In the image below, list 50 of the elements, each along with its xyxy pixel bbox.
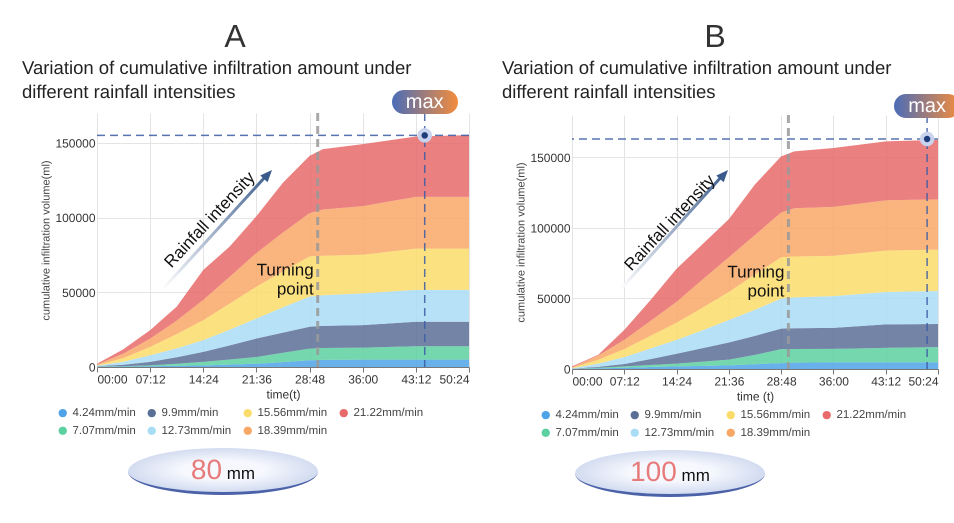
y-axis-title: cumulative infiltration volume(ml) <box>515 162 528 323</box>
annotation: max <box>894 94 954 118</box>
y-tick-label: 50000 <box>62 286 96 300</box>
y-tick-label: 50000 <box>537 292 571 306</box>
chart-title: B <box>703 18 727 55</box>
x-tick-label: 50:24 <box>908 374 939 388</box>
x-axis-title: time(t) <box>266 388 300 402</box>
legend-label: 12.73mm/min <box>644 426 714 439</box>
x-tick-label: 21:36 <box>714 374 745 388</box>
x-tick-label: 00:00 <box>572 374 603 388</box>
x-tick-label: 00:00 <box>98 372 128 386</box>
legend-label: 18.39mm/min <box>258 424 328 437</box>
ref-line-label: Turning point <box>727 262 785 300</box>
legend-label: 21.22mm/min <box>354 407 424 420</box>
x-tick-label: 28:48 <box>295 372 326 386</box>
x-axis-title: time (t) <box>736 390 774 404</box>
x-tick-label: 28:48 <box>766 374 797 388</box>
legend-label: 9.9mm/min <box>162 407 218 420</box>
text: 80 mm <box>190 454 256 485</box>
ref-line-label: Turning point <box>256 260 314 298</box>
legend-label: 21.22mm/min <box>836 409 906 422</box>
x-tick-label: 36:00 <box>348 372 379 386</box>
y-tick-label: 150000 <box>530 150 571 165</box>
legend-label: 4.24mm/min <box>556 409 619 422</box>
legend-label: 7.07mm/min <box>72 424 136 437</box>
text: 100 mm <box>630 456 710 487</box>
y-tick-label: 100000 <box>530 221 571 236</box>
y-tick-label: 150000 <box>55 136 96 150</box>
chart-title: A <box>223 18 247 55</box>
x-tick-label: 50:24 <box>439 372 470 386</box>
y-tick-label: 0 <box>564 362 571 376</box>
y-tick-label: 100000 <box>55 211 96 226</box>
x-tick-label: 07:12 <box>136 372 166 386</box>
x-tick-label: 14:24 <box>188 372 220 386</box>
legend-label: 7.07mm/min <box>556 426 619 439</box>
legend-label: 18.39mm/min <box>740 426 810 439</box>
legend-label: 9.9mm/min <box>644 409 702 422</box>
x-tick-label: 21:36 <box>242 372 272 386</box>
x-tick-label: 36:00 <box>818 374 850 388</box>
y-axis-title: cumulative infiltration volume(ml) <box>40 160 52 321</box>
legend-label: 12.73mm/min <box>162 424 232 437</box>
x-tick-label: 14:24 <box>662 374 692 388</box>
x-tick-label: 43:12 <box>871 374 902 388</box>
chart-subtitle: Variation of cumulative infiltration amount under different rainfall intensities <box>502 57 892 102</box>
x-tick-label: 07:12 <box>610 374 640 388</box>
legend-label: 15.56mm/min <box>740 409 810 422</box>
y-tick-label: 0 <box>88 360 96 374</box>
legend-label: 15.56mm/min <box>258 407 328 420</box>
legend-label: 4.24mm/min <box>72 407 136 420</box>
x-tick-label: 43:12 <box>401 372 432 386</box>
